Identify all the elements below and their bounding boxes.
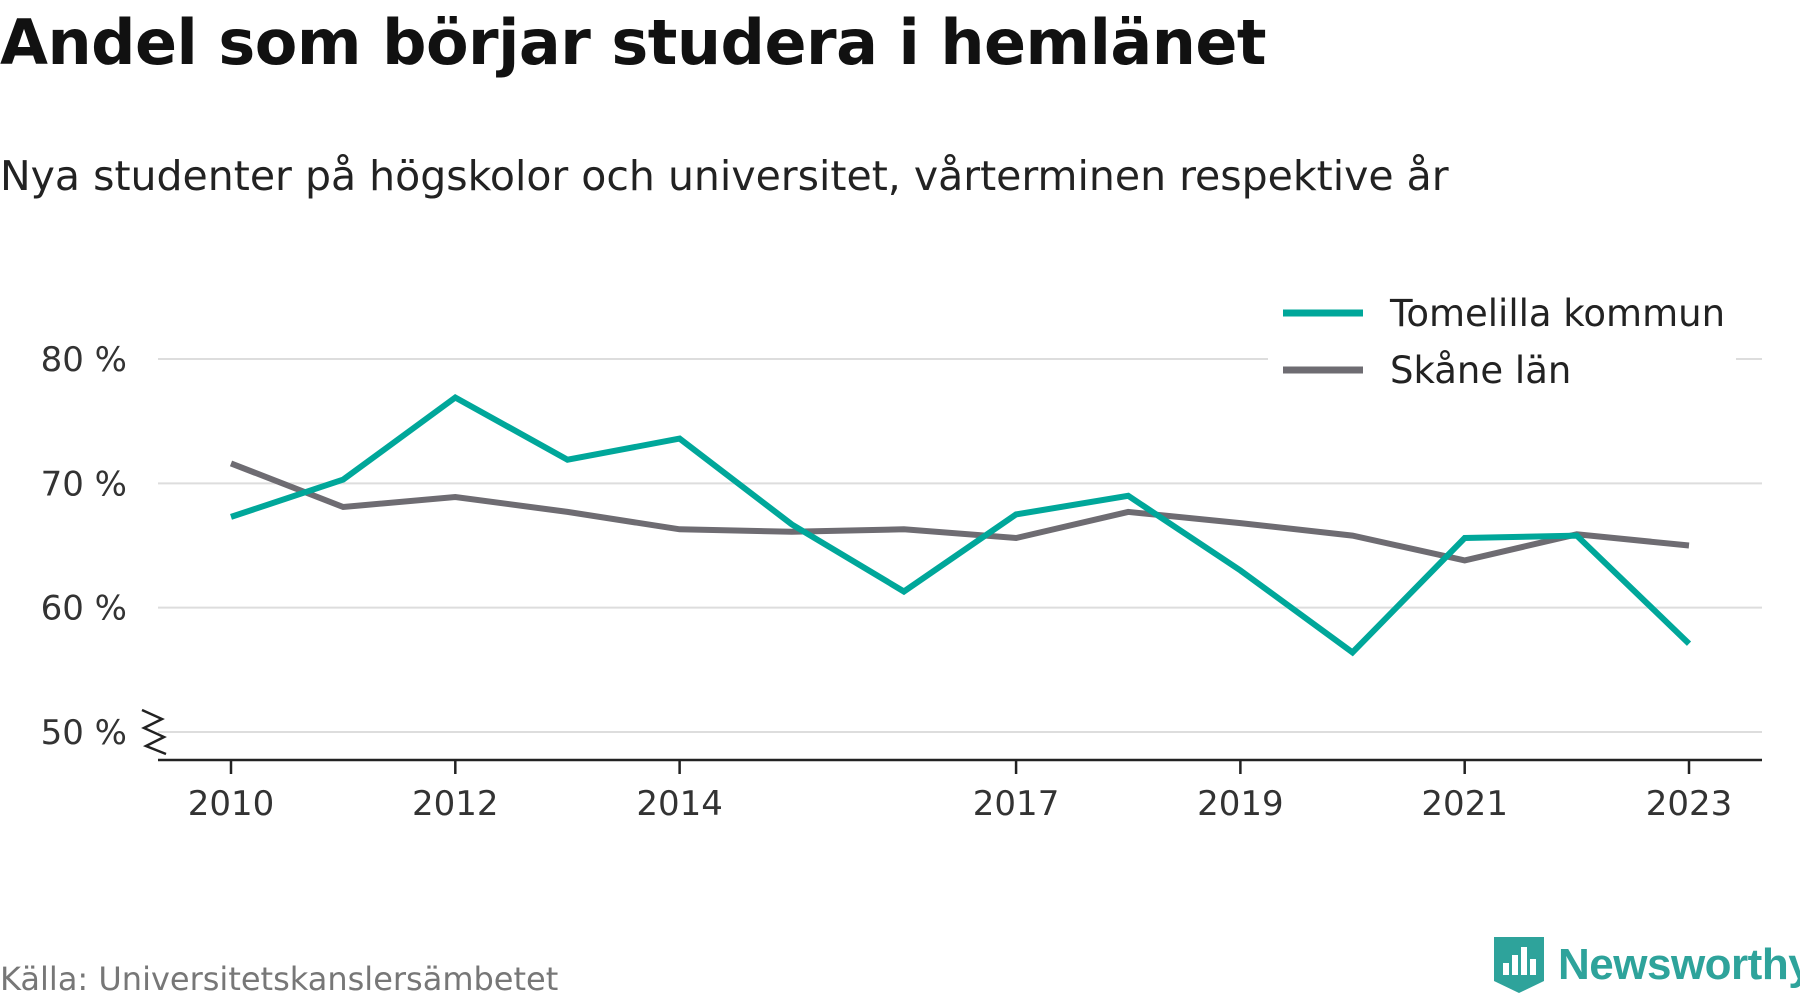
legend: Tomelilla kommun Skåne län	[1268, 278, 1736, 402]
axis-break-icon	[141, 708, 167, 756]
y-tick-label: 70 %	[41, 464, 127, 504]
x-tick-label: 2023	[1646, 784, 1733, 824]
x-tick-label: 2021	[1421, 784, 1508, 824]
x-axis: 2010 2012 2014 2017 2019 2021 2023	[158, 758, 1762, 824]
chart-title: Andel som börjar studera i hemlänet	[0, 6, 1267, 79]
brand-logo: Newsworthy	[1494, 937, 1800, 993]
x-tick-label: 2019	[1197, 784, 1284, 824]
x-tick-label: 2017	[973, 784, 1060, 824]
x-tick-label: 2010	[188, 784, 275, 824]
y-tick-label: 60 %	[41, 589, 127, 629]
legend-background	[1268, 278, 1736, 402]
legend-label: Skåne län	[1390, 349, 1571, 392]
newsworthy-logo-icon	[1494, 937, 1544, 993]
y-tick-label: 50 %	[41, 713, 127, 753]
series-line-skane	[229, 460, 1690, 564]
chart-subtitle: Nya studenter på högskolor och universit…	[0, 152, 1449, 200]
y-axis: 80 % 70 % 60 % 50 %	[41, 340, 167, 756]
legend-label: Tomelilla kommun	[1389, 292, 1725, 335]
x-tick-label: 2014	[636, 784, 723, 824]
series-lines	[229, 393, 1692, 657]
series-line-tomelilla	[230, 393, 1692, 657]
source-note: Källa: Universitetskanslersämbetet	[0, 960, 559, 998]
brand-name: Newsworthy	[1558, 940, 1800, 989]
y-tick-label: 80 %	[41, 340, 127, 380]
x-tick-label: 2012	[412, 784, 499, 824]
